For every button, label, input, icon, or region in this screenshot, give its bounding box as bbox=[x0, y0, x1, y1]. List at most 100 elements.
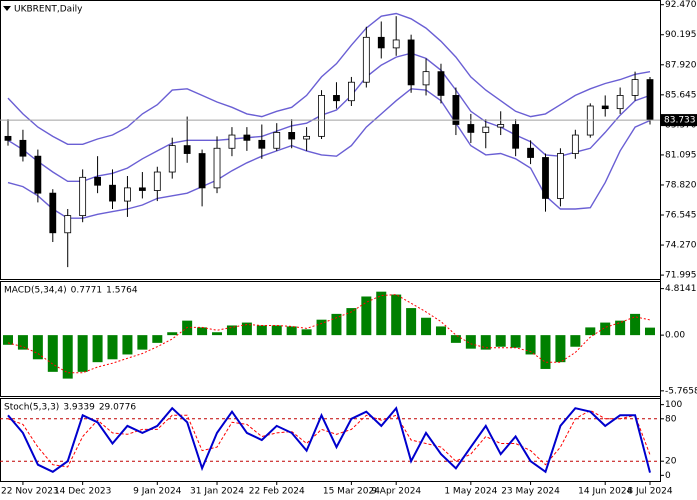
x-tick-label: 9 Apr 2024 bbox=[371, 487, 421, 497]
current-price-label: 83.733 bbox=[664, 116, 696, 126]
macd-bar bbox=[197, 327, 208, 336]
macd-bar bbox=[62, 335, 73, 379]
x-tick-label: 14 Jun 2024 bbox=[578, 487, 632, 497]
macd-bar bbox=[77, 335, 88, 372]
x-tick-label: 22 Nov 2023 bbox=[1, 487, 59, 497]
candle-body bbox=[407, 39, 415, 86]
macd-bar bbox=[241, 322, 252, 336]
candle-body bbox=[512, 124, 520, 149]
macd-bar bbox=[421, 317, 432, 336]
macd-bar bbox=[271, 325, 282, 336]
macd-bar bbox=[316, 319, 327, 336]
candle-body bbox=[482, 126, 490, 133]
candle-body bbox=[168, 145, 176, 173]
candle-body bbox=[34, 155, 42, 194]
macd-bar bbox=[406, 308, 417, 336]
candle-body bbox=[631, 79, 639, 96]
candle-body bbox=[303, 135, 311, 140]
y-tick-label: 0 bbox=[665, 471, 671, 481]
candle-body bbox=[273, 132, 281, 149]
y-tick-label: 80 bbox=[665, 414, 677, 424]
candle-body bbox=[497, 124, 505, 128]
candle-body bbox=[4, 135, 12, 141]
candle-body bbox=[527, 147, 534, 158]
candle-body bbox=[183, 145, 191, 154]
menu-triangle[interactable] bbox=[3, 6, 11, 11]
candle-body bbox=[333, 95, 340, 102]
y-tick-label: 20 bbox=[665, 457, 677, 467]
candle-body bbox=[198, 153, 206, 189]
macd-bar bbox=[152, 335, 163, 343]
candle-body bbox=[109, 184, 116, 202]
candle-body bbox=[19, 139, 27, 157]
macd-bar bbox=[32, 335, 43, 360]
current-price-box bbox=[661, 114, 697, 127]
y-tick-label: 92.470 bbox=[665, 0, 697, 10]
candle-body bbox=[571, 134, 579, 154]
y-tick-label: 71.995 bbox=[665, 271, 697, 281]
macd-bar bbox=[3, 335, 13, 345]
macd-bar bbox=[600, 322, 611, 336]
candle-body bbox=[213, 147, 221, 189]
macd-bar bbox=[301, 329, 312, 336]
macd-bar bbox=[286, 326, 297, 336]
macd-bar bbox=[92, 335, 103, 363]
candle-body bbox=[228, 134, 236, 149]
macd-bar bbox=[167, 332, 178, 336]
chart-title: UKBRENT,Daily bbox=[14, 5, 83, 15]
candle-body bbox=[153, 171, 161, 191]
macd-bar bbox=[435, 326, 446, 336]
macd-bar bbox=[615, 320, 626, 336]
y-tick-label: 81.095 bbox=[665, 150, 697, 160]
candle-body bbox=[467, 124, 475, 133]
macd-bar bbox=[585, 327, 596, 336]
candle-body bbox=[422, 71, 430, 86]
y-tick-label: 85.645 bbox=[665, 90, 697, 100]
macd-bar bbox=[525, 335, 536, 355]
macd-bar bbox=[331, 313, 342, 336]
macd-bar bbox=[391, 294, 402, 336]
x-tick-label: 31 Jan 2024 bbox=[190, 487, 244, 497]
candle-body bbox=[601, 105, 609, 110]
macd-bar bbox=[17, 335, 28, 350]
candle-body bbox=[318, 95, 325, 137]
candle-body bbox=[124, 187, 131, 202]
macd-bar bbox=[630, 313, 641, 336]
indicator-title: MACD(5,34,4) bbox=[4, 286, 67, 296]
indicator-value: 1.5764 bbox=[106, 286, 138, 296]
candle-body bbox=[362, 36, 370, 83]
macd-bar bbox=[495, 335, 506, 347]
x-tick-label: 23 May 2024 bbox=[501, 487, 560, 497]
indicator-value: 29.0776 bbox=[99, 403, 136, 413]
x-tick-label: 9 Jan 2024 bbox=[133, 487, 181, 497]
candle-body bbox=[377, 36, 385, 49]
candle-body bbox=[64, 215, 72, 234]
y-tick-label: 4.8141 bbox=[665, 284, 697, 294]
macd-bar bbox=[47, 335, 58, 372]
candle-body bbox=[557, 153, 564, 199]
candle-body bbox=[452, 95, 460, 125]
macd-bar bbox=[107, 335, 118, 360]
y-tick-label: 90.195 bbox=[665, 30, 697, 40]
y-tick-label: 87.920 bbox=[665, 60, 697, 70]
macd-bar bbox=[645, 327, 655, 336]
macd-bar bbox=[510, 335, 521, 348]
macd-bar bbox=[137, 335, 148, 350]
candle-body bbox=[258, 139, 266, 149]
candle-body bbox=[392, 39, 400, 49]
y-tick-label: 78.820 bbox=[665, 180, 697, 190]
candle-body bbox=[49, 192, 57, 234]
macd-bar bbox=[212, 332, 223, 336]
y-tick-label: 0.00 bbox=[665, 331, 685, 341]
y-tick-label: 76.545 bbox=[665, 211, 697, 221]
candle-body bbox=[347, 81, 355, 102]
candle-body bbox=[138, 187, 146, 191]
candle-body bbox=[542, 157, 549, 199]
bollinger-upper bbox=[7, 12, 651, 146]
candle-body bbox=[616, 95, 624, 110]
indicator-value: 3.9339 bbox=[63, 403, 95, 413]
y-tick-label: -5.7658 bbox=[665, 386, 697, 396]
x-tick-label: 22 Feb 2024 bbox=[249, 487, 305, 497]
indicator-value: 0.7771 bbox=[71, 286, 103, 296]
